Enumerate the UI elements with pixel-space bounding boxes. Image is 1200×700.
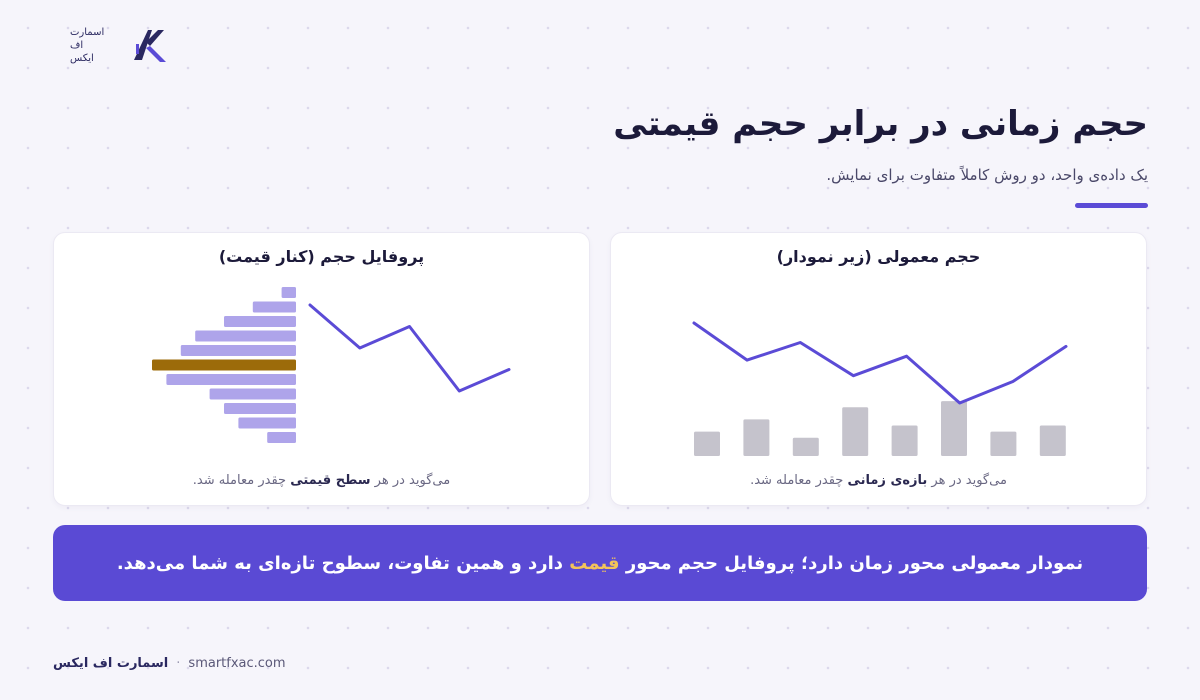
profile-bar [281, 287, 296, 298]
footer-separator: · [176, 656, 181, 671]
profile-bar [267, 432, 296, 443]
banner-text-part: دارد و همین تفاوت، سطوح تازه‌ای به شما م… [116, 552, 570, 574]
profile-bar [238, 417, 296, 429]
volume-bar [990, 431, 1017, 456]
profile-bar [224, 316, 296, 327]
caption-text: چقدر معامله شد. [192, 473, 291, 488]
profile-bar [180, 345, 296, 356]
footer-brand: اسمارت اف ایکس [53, 656, 169, 671]
card-caption: می‌گوید در هر سطح قیمتی چقدر معامله شد. [54, 473, 589, 488]
caption-emphasis: بازه‌ی زمانی [847, 473, 928, 488]
volume-profile-chart [152, 287, 511, 443]
banner-text: نمودار معمولی محور زمان دارد؛ پروفایل حج… [117, 553, 1083, 574]
profile-bar [224, 403, 296, 414]
volume-bar [941, 401, 967, 456]
logo-wordmark: اسمارت اف ایکس [70, 26, 122, 65]
price-line [308, 303, 511, 393]
volume-bar [792, 437, 819, 456]
profile-bar [209, 388, 296, 400]
profile-bar-highlight [152, 359, 296, 371]
profile-bar [195, 330, 296, 342]
price-line [692, 321, 1068, 405]
banner-highlight: قیمت [569, 552, 620, 574]
page-title: حجم زمانی در برابر حجم قیمتی [613, 104, 1148, 144]
card-title: پروفایل حجم (کنار قیمت) [218, 247, 425, 266]
card-caption: می‌گوید در هر بازه‌ی زمانی چقدر معامله ش… [611, 473, 1146, 488]
regular-volume-card: حجم معمولی (زیر نمودار) می‌گوید در هر با… [610, 232, 1147, 506]
volume-bar [842, 407, 869, 456]
page-subtitle: یک داده‌ی واحد، دو روش کاملاً متفاوت برا… [826, 166, 1148, 184]
logo-line: ایکس [70, 53, 94, 64]
regular-volume-chart [692, 321, 1068, 456]
volume-bar [743, 419, 770, 456]
volume-bar [891, 425, 918, 456]
logo-line: اف [70, 40, 84, 51]
caption-text: چقدر معامله شد. [750, 473, 848, 488]
caption-text: می‌گوید در هر [370, 473, 451, 488]
profile-bar [166, 374, 296, 385]
volume-bar [694, 431, 720, 456]
footer-url: smartfxac.com [188, 656, 286, 671]
summary-banner: نمودار معمولی محور زمان دارد؛ پروفایل حج… [53, 525, 1147, 601]
caption-emphasis: سطح قیمتی [290, 473, 371, 488]
card-title: حجم معمولی (زیر نمودار) [776, 247, 981, 266]
banner-text-part: نمودار معمولی محور زمان دارد؛ پروفایل حج… [619, 552, 1084, 574]
smartfx-logo-icon [134, 30, 166, 62]
volume-bar [1039, 425, 1066, 456]
title-underline [1075, 203, 1148, 208]
profile-bar [252, 301, 296, 313]
footer: اسمارت اف ایکس · smartfxac.com [53, 656, 286, 671]
logo: اسمارت اف ایکس [70, 24, 180, 70]
caption-text: می‌گوید در هر [927, 473, 1007, 488]
logo-line: اسمارت [70, 27, 105, 38]
volume-profile-card: پروفایل حجم (کنار قیمت) می‌گوید در هر سط… [53, 232, 590, 506]
